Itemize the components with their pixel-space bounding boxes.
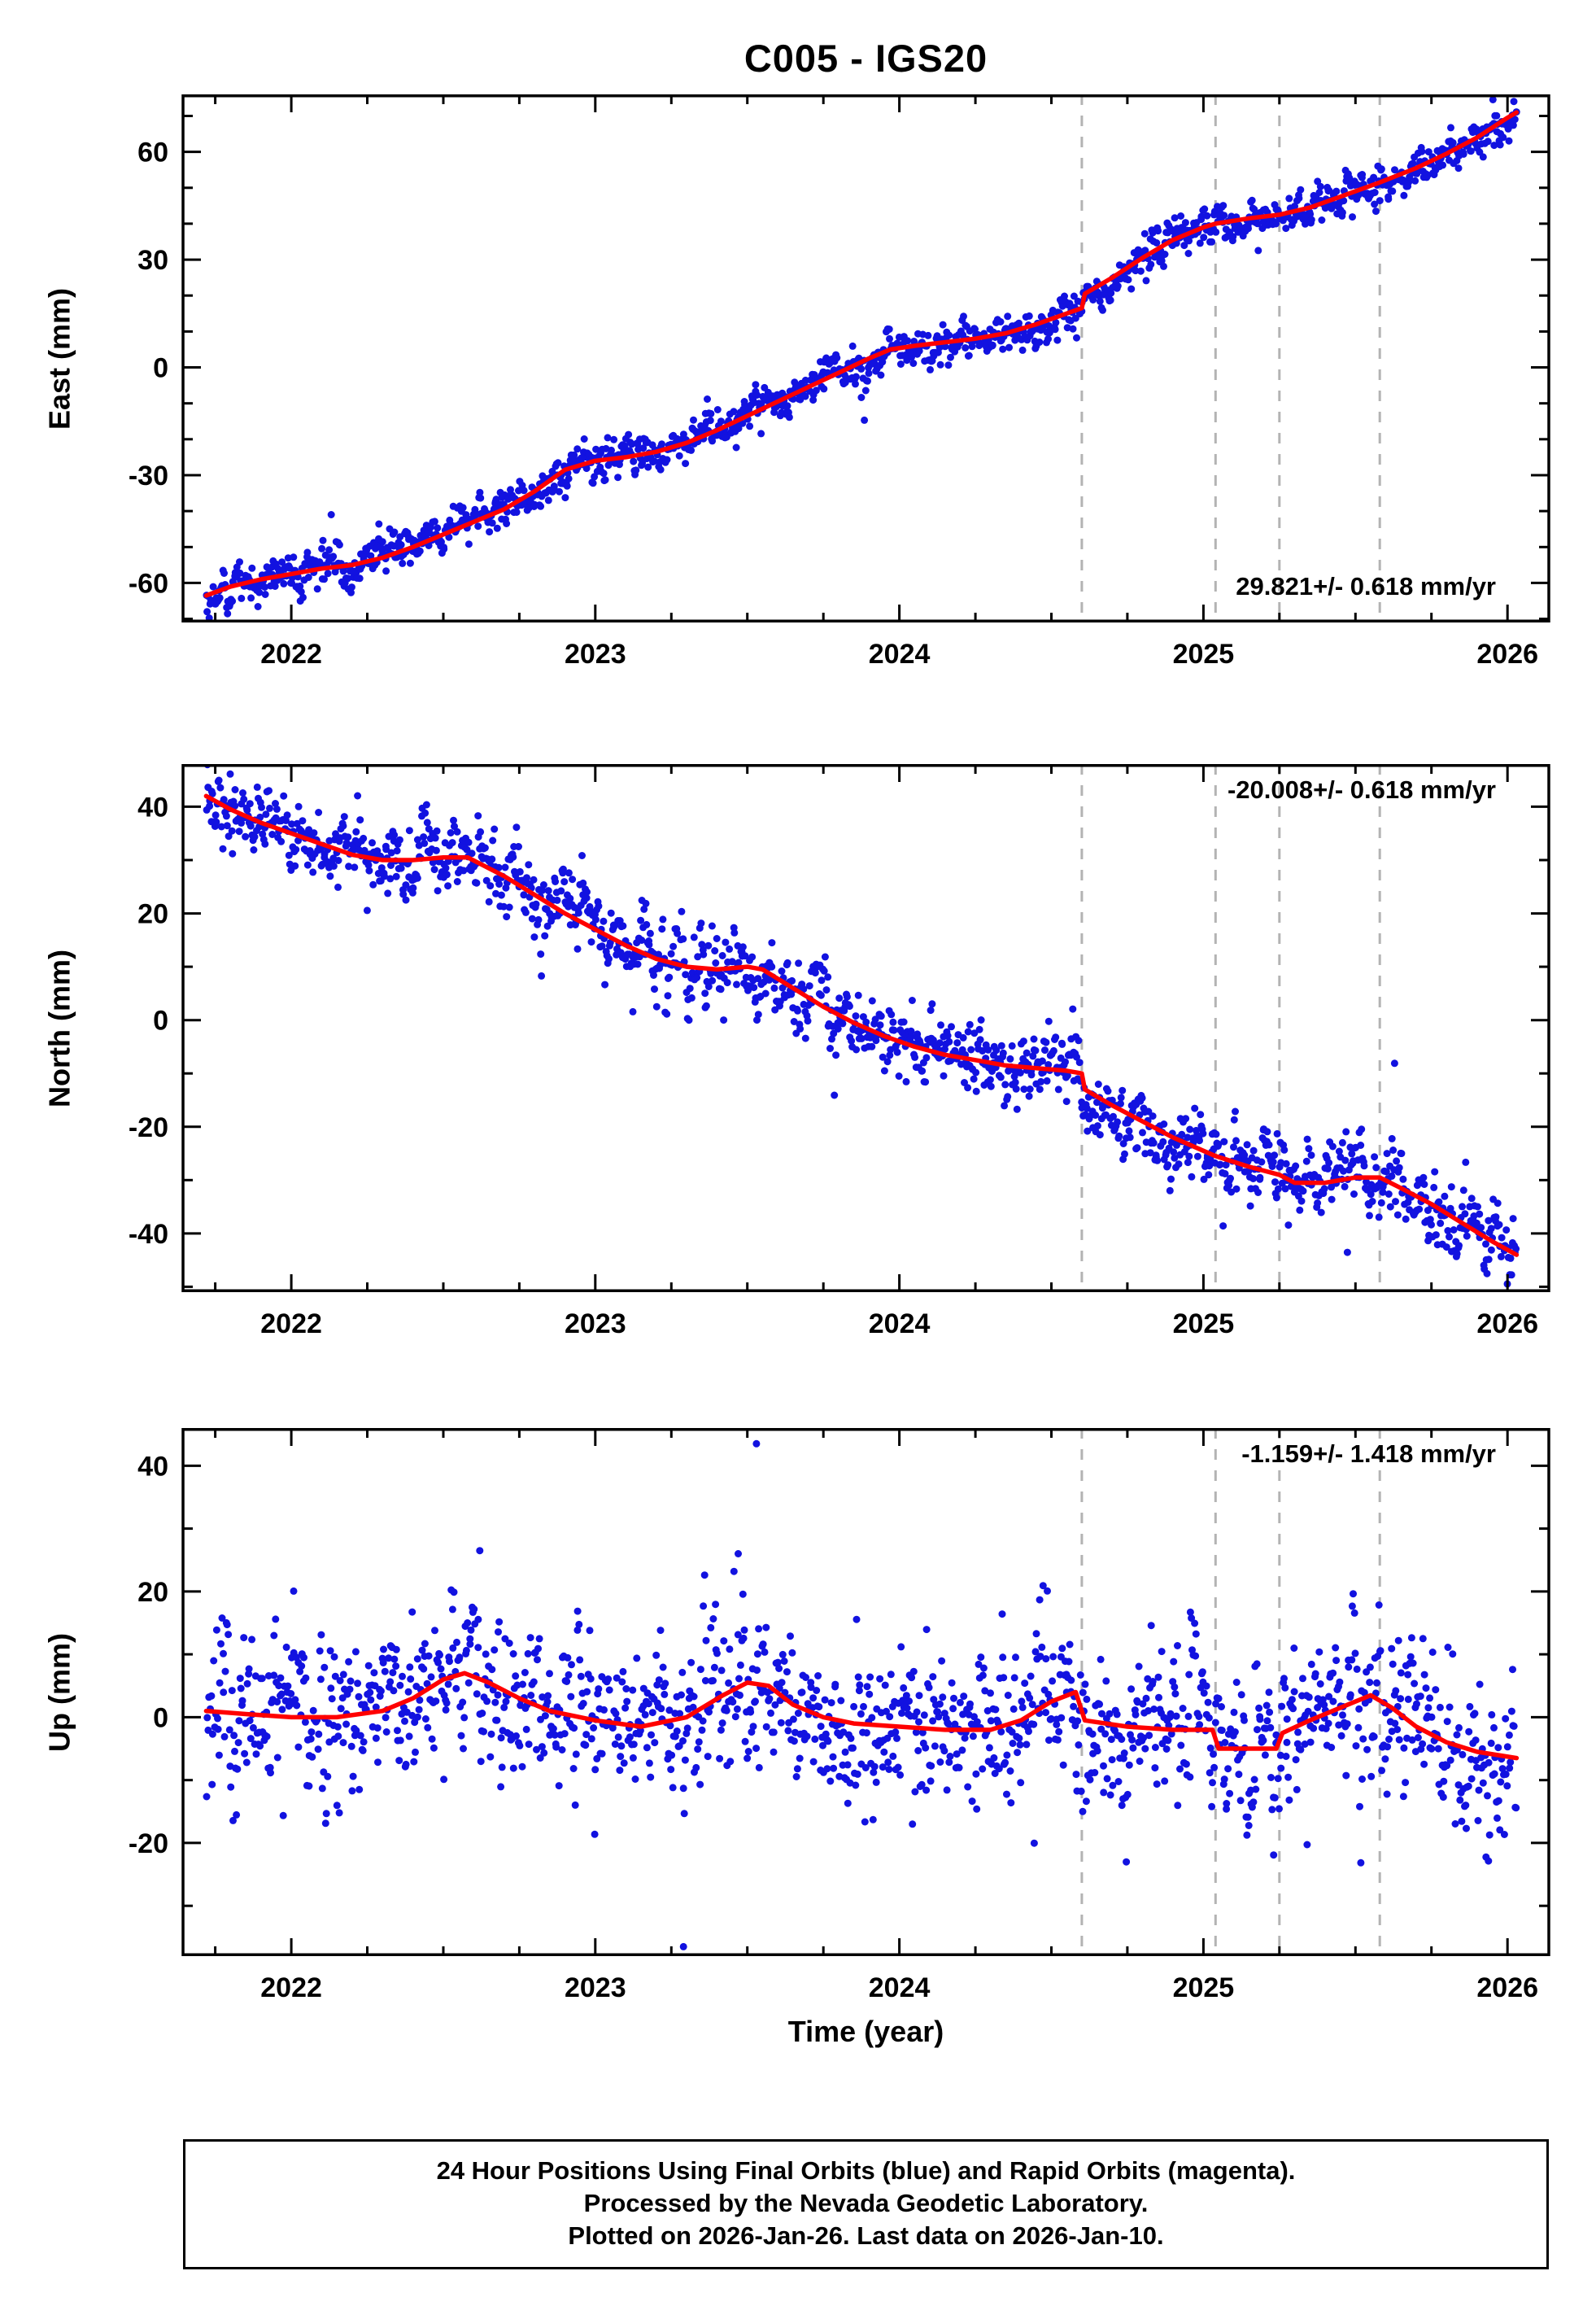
y-tick-label: 30 bbox=[137, 245, 168, 276]
y-tick-label: 60 bbox=[137, 138, 168, 168]
scatter-points bbox=[203, 1439, 1520, 1950]
plot-frame bbox=[181, 764, 1550, 1292]
x-tick-label: 2026 bbox=[1476, 1972, 1538, 2003]
x-tick-label: 2026 bbox=[1476, 639, 1538, 670]
tick-labels: 2022 2023 2024 2025 2026 -60 -30 0 30 60 bbox=[129, 138, 1538, 670]
trend-line bbox=[203, 793, 1520, 1257]
north-panel: 2022 2023 2024 2025 2026 -40 -20 0 20 40 bbox=[0, 764, 1596, 1362]
x-tick-label: 2022 bbox=[260, 1972, 322, 2003]
x-tick-label: 2025 bbox=[1173, 1308, 1235, 1339]
y-tick-label: 20 bbox=[137, 899, 168, 930]
y-tick-label: 0 bbox=[153, 1702, 168, 1733]
x-tick-label: 2023 bbox=[565, 1308, 626, 1339]
y-tick-label: -60 bbox=[129, 568, 168, 599]
east-axis-title: East (mm) bbox=[42, 287, 76, 430]
plot-frame bbox=[181, 1428, 1550, 1956]
up-panel: 2022 2023 2024 2025 2026 -20 0 20 40 bbox=[0, 1428, 1596, 2026]
tick-labels: 2022 2023 2024 2025 2026 -40 -20 0 20 40 bbox=[129, 792, 1538, 1339]
north-rate-label: -20.008+/- 0.618 mm/yr bbox=[1227, 775, 1496, 804]
y-tick-label: -40 bbox=[129, 1219, 168, 1250]
east-panel: 2022 2023 2024 2025 2026 -60 -30 0 30 60 bbox=[0, 94, 1596, 692]
x-tick-label: 2023 bbox=[565, 639, 626, 670]
scatter-points bbox=[203, 764, 1520, 1292]
x-tick-label: 2022 bbox=[260, 639, 322, 670]
footer-line-3: Plotted on 2026-Jan-26. Last data on 202… bbox=[568, 2221, 1164, 2250]
up-rate-label: -1.159+/- 1.418 mm/yr bbox=[1241, 1439, 1496, 1468]
footer-line-2: Processed by the Nevada Geodetic Laborat… bbox=[583, 2189, 1149, 2217]
x-tick-label: 2024 bbox=[869, 1308, 931, 1339]
footer-line-1: 24 Hour Positions Using Final Orbits (bl… bbox=[436, 2156, 1296, 2185]
x-tick-label: 2023 bbox=[565, 1972, 626, 2003]
y-tick-label: -30 bbox=[129, 461, 168, 491]
trend-line bbox=[203, 1671, 1520, 1761]
east-rate-label: 29.821+/- 0.618 mm/yr bbox=[1236, 572, 1496, 601]
x-tick-label: 2025 bbox=[1173, 639, 1235, 670]
east-plot-svg: 2022 2023 2024 2025 2026 -60 -30 0 30 60 bbox=[129, 94, 1550, 670]
footer-note-box: 24 Hour Positions Using Final Orbits (bl… bbox=[183, 2139, 1549, 2269]
x-tick-label: 2025 bbox=[1173, 1972, 1235, 2003]
y-tick-label: -20 bbox=[129, 1828, 168, 1859]
y-tick-label: 40 bbox=[137, 1451, 168, 1482]
up-plot-svg: 2022 2023 2024 2025 2026 -20 0 20 40 bbox=[129, 1428, 1550, 2003]
north-plot-svg: 2022 2023 2024 2025 2026 -40 -20 0 20 40 bbox=[129, 764, 1550, 1339]
figure-title: C005 - IGS20 bbox=[743, 37, 988, 80]
y-tick-label: 40 bbox=[137, 792, 168, 823]
plot-frame bbox=[181, 94, 1550, 622]
up-axis-title: Up (mm) bbox=[42, 1633, 76, 1752]
y-tick-label: 20 bbox=[137, 1577, 168, 1608]
event-lines bbox=[1080, 764, 1381, 1292]
y-tick-label: 0 bbox=[153, 1006, 168, 1037]
x-tick-label: 2026 bbox=[1476, 1308, 1538, 1339]
tick-labels: 2022 2023 2024 2025 2026 -20 0 20 40 bbox=[129, 1451, 1538, 2003]
axis-ticks bbox=[183, 1428, 1549, 1956]
trend-line bbox=[203, 110, 1520, 598]
scatter-points bbox=[203, 96, 1520, 622]
y-tick-label: -20 bbox=[129, 1112, 168, 1143]
event-lines bbox=[1080, 94, 1381, 622]
y-tick-label: 0 bbox=[153, 353, 168, 384]
x-axis-title: Time (year) bbox=[787, 2015, 944, 2048]
x-tick-label: 2024 bbox=[869, 639, 931, 670]
north-axis-title: North (mm) bbox=[42, 950, 76, 1107]
x-tick-label: 2024 bbox=[869, 1972, 931, 2003]
x-tick-label: 2022 bbox=[260, 1308, 322, 1339]
